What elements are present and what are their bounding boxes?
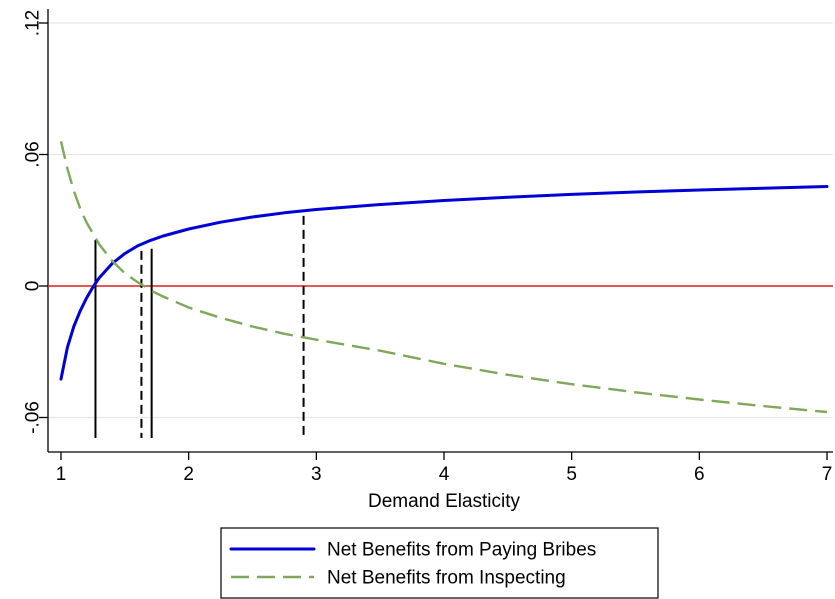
x-axis-title: Demand Elasticity [368, 491, 521, 512]
x-tick-label: 4 [439, 464, 450, 485]
gridlines [48, 22, 833, 419]
y-tick-label: .06 [23, 141, 44, 167]
x-tick-label: 3 [311, 464, 322, 485]
y-ticks: -.06 0 .06 .12 [23, 10, 48, 434]
x-tick-label: 2 [183, 464, 194, 485]
plot-frame [47, 9, 833, 453]
y-tick-label: 0 [23, 281, 44, 292]
legend: Net Benefits from Paying Bribes Net Benef… [220, 527, 659, 599]
x-tick-label: 6 [694, 464, 705, 485]
vertical-markers [94, 215, 305, 438]
inspecting-benefits-line [59, 141, 828, 414]
x-tick-label: 7 [822, 464, 833, 485]
x-tick-label: 1 [56, 464, 67, 485]
x-tick-label: 5 [566, 464, 577, 485]
legend-label: Net Benefits from Paying Bribes [327, 540, 596, 561]
y-tick-label: .12 [23, 10, 44, 36]
x-ticks: 1 2 3 4 5 6 7 [56, 452, 833, 485]
legend-box [220, 527, 659, 599]
legend-label: Net Benefits from Inspecting [327, 568, 566, 589]
series-layer [59, 141, 829, 414]
y-tick-label: -.06 [23, 401, 44, 434]
bribe-benefits-line [59, 185, 829, 381]
